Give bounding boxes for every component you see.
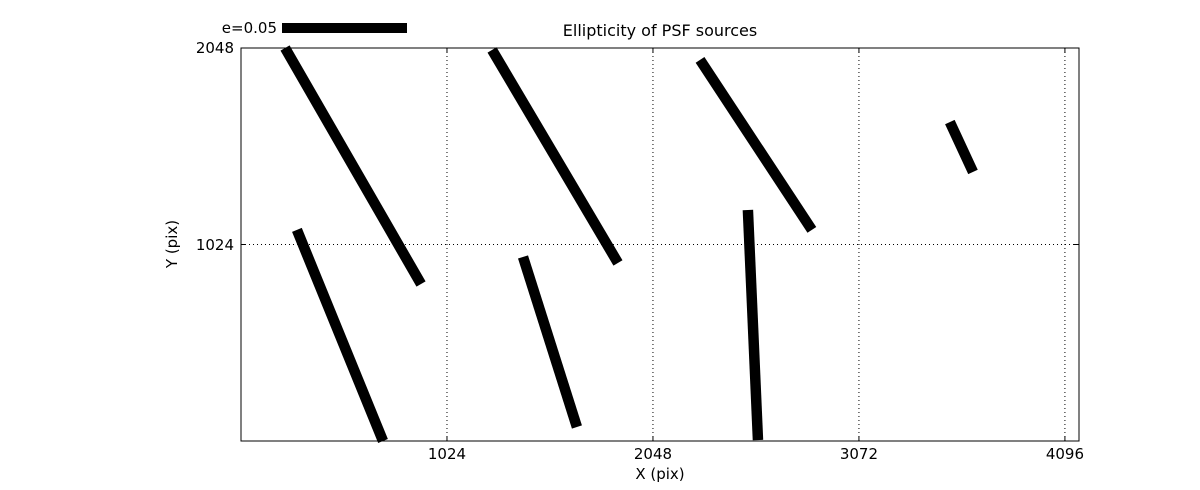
y-axis-label: Y (pix) — [162, 219, 181, 269]
axes-frame — [240, 47, 1080, 442]
y-tick-label: 2048 — [195, 39, 234, 57]
legend-label: e=0.05 — [221, 19, 277, 37]
chart-title: Ellipticity of PSF sources — [562, 21, 758, 40]
whisker-segment — [292, 227, 388, 443]
x-axis-label: X (pix) — [635, 465, 685, 483]
whisker-segment — [487, 47, 623, 266]
x-tick-label: 4096 — [1045, 445, 1084, 463]
whisker-segment — [280, 45, 426, 287]
legend-scale-bar — [282, 23, 407, 33]
whisker-segment — [945, 119, 978, 175]
x-tick-label: 3072 — [839, 445, 879, 463]
x-tick-label: 2048 — [633, 445, 673, 463]
whisker-segment — [742, 209, 764, 441]
x-tick-label: 1024 — [427, 445, 467, 463]
whisker-segment — [518, 255, 582, 429]
y-tick-label: 1024 — [195, 235, 234, 254]
whisker-segment — [695, 57, 817, 233]
